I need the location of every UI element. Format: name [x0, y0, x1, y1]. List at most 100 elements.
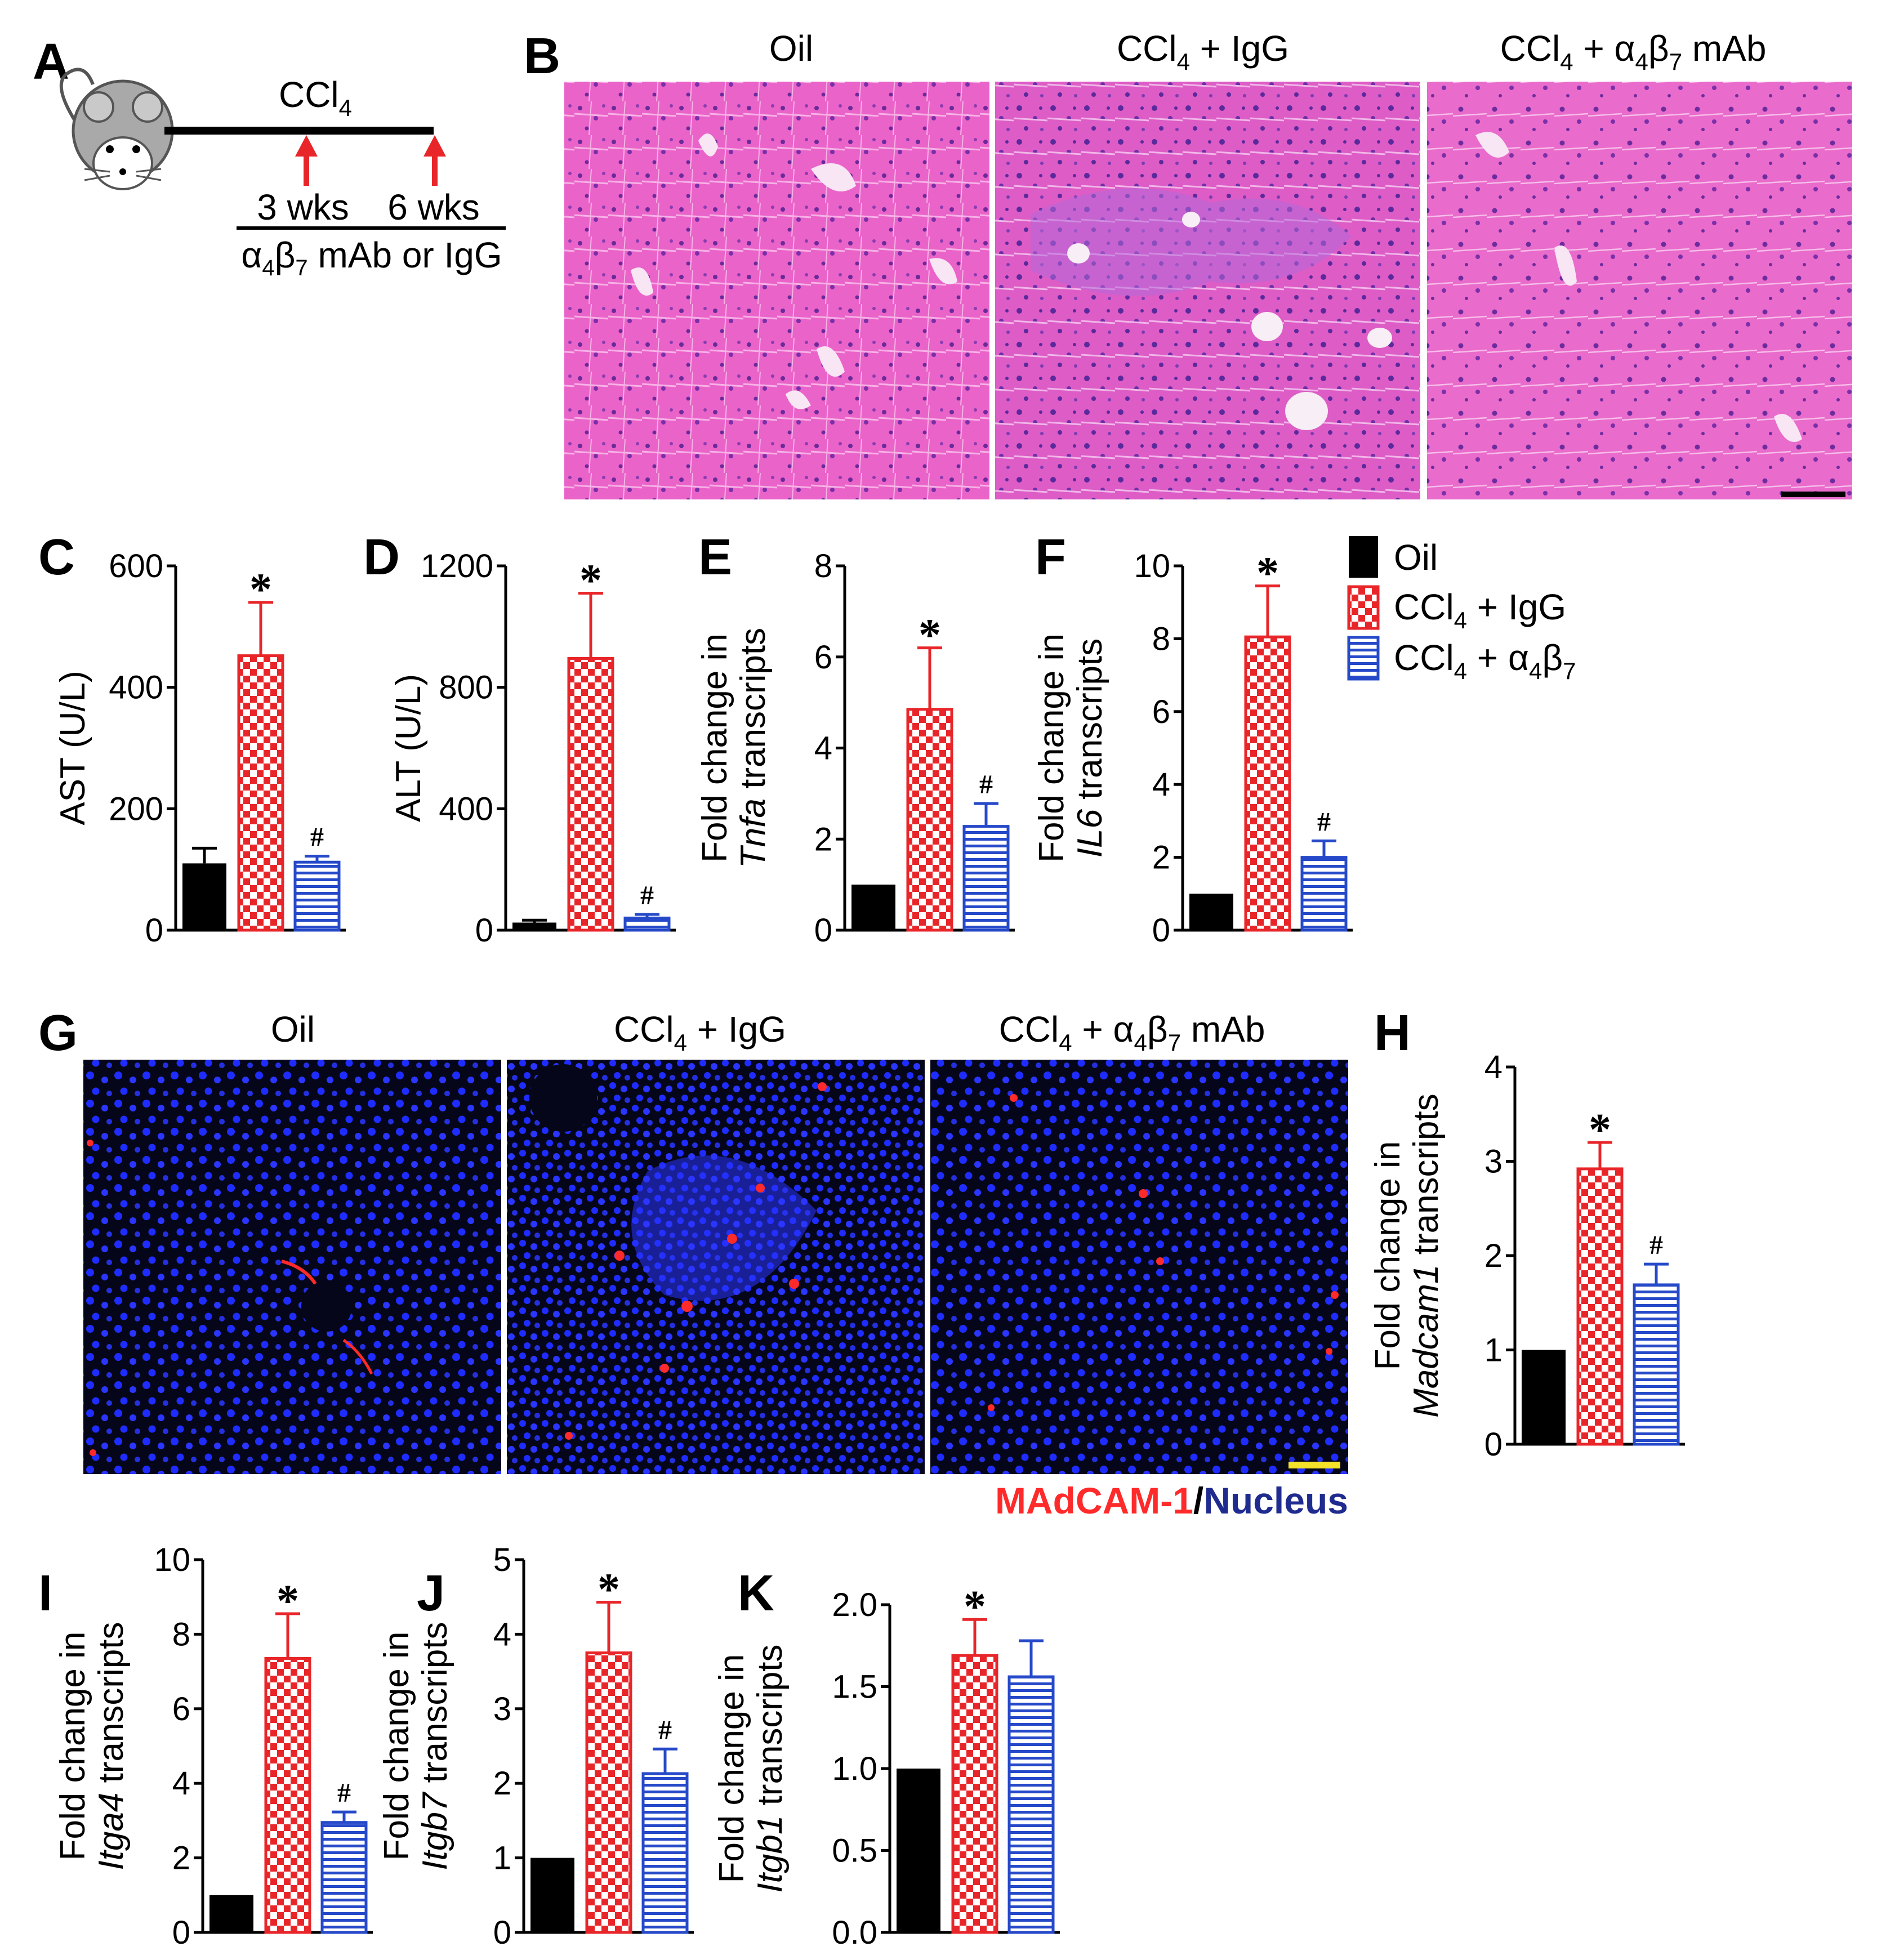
arrow-icon: [423, 135, 446, 186]
gene-name: Tnfa: [734, 798, 773, 868]
y-tick-label: 0: [814, 912, 832, 949]
bar-ccl4-ab: [1300, 856, 1348, 932]
bar-oil: [182, 863, 226, 930]
y-tick-label: 2: [172, 1840, 190, 1877]
he-title-oil: Oil: [769, 28, 813, 69]
gene-name: Itgb7: [416, 1791, 454, 1870]
significance-star: *: [598, 1565, 620, 1614]
if-title-oil: Oil: [271, 1009, 315, 1050]
y-tick-label: 1: [493, 1840, 511, 1877]
y-axis-label: ALT (U/L): [389, 674, 428, 822]
legend-swatch-oil: [1349, 536, 1378, 578]
y-tick-label: 6: [172, 1691, 190, 1727]
bar-ccl4-ab: [962, 825, 1010, 932]
gene-name: IL6: [1071, 809, 1109, 858]
y-axis-label: Fold change in: [53, 1632, 92, 1861]
y-axis-label-gene: Itgb7 transcripts: [416, 1622, 454, 1870]
bar-oil: [1189, 894, 1233, 930]
legend-swatch-igg: [1347, 585, 1380, 630]
chart-c-ast: 0 200 400 600 AST (U/L) * #: [53, 548, 346, 949]
y-axis-label: Fold change in: [377, 1632, 416, 1861]
y-tick-label: 2: [1152, 840, 1170, 876]
legend-label-igg: CCl4 + IgG: [1394, 587, 1566, 633]
significance-star: *: [249, 565, 272, 615]
y-tick-label: 4: [814, 730, 832, 767]
panel-label-j: J: [417, 1565, 445, 1622]
bar-ccl4-ab: [320, 1821, 368, 1934]
timepoint-3wks: 3 wks: [257, 187, 349, 227]
y-tick-label: 0.0: [832, 1914, 877, 1951]
y-tick-label: 2: [493, 1765, 511, 1802]
gene-name: Madcam1: [1407, 1264, 1446, 1417]
y-axis-label-gene: Itgb1 transcripts: [751, 1644, 790, 1892]
significance-star: *: [1589, 1105, 1611, 1155]
significance-star: *: [277, 1577, 299, 1626]
bar-oil: [1522, 1350, 1566, 1444]
treatment-label: CCl4: [279, 74, 352, 121]
bar-ccl4-ab: [1007, 1675, 1055, 1934]
significance-hash: #: [337, 1778, 351, 1808]
panel-label-i: I: [38, 1565, 52, 1622]
legend-swatch-ab: [1347, 636, 1380, 681]
y-axis-label-gene: Tnfa transcripts: [734, 628, 773, 868]
chart-h-madcam1: 0 1 2 3 4 Fold change in Madcam1 transcripts * #: [1368, 1049, 1685, 1463]
y-tick-label: 0: [1484, 1426, 1503, 1463]
if-image-ccl4-igg: [507, 1060, 925, 1474]
panel-label-b: B: [524, 28, 560, 84]
bar-ccl4-igg: [237, 654, 284, 932]
y-tick-label: 600: [109, 548, 163, 584]
significance-hash: #: [1317, 807, 1331, 837]
y-tick-label: 6: [814, 639, 832, 676]
timepoint-6wks: 6 wks: [387, 187, 480, 227]
y-axis-label: Fold change in: [1032, 633, 1071, 863]
y-tick-label: 6: [1152, 694, 1170, 730]
significance-hash: #: [640, 881, 654, 910]
y-tick-label: 1200: [421, 548, 493, 584]
bar-ccl4-igg: [906, 708, 953, 932]
panel-label-d: D: [363, 529, 400, 586]
y-axis-label-gene: IL6 transcripts: [1071, 639, 1109, 858]
panel-label-e: E: [698, 529, 732, 586]
y-tick-label: 5: [493, 1542, 511, 1578]
panel-label-k: K: [738, 1565, 774, 1622]
y-tick-label: 8: [814, 548, 832, 584]
y-tick-label: 8: [172, 1616, 190, 1653]
y-tick-label: 4: [1152, 766, 1170, 803]
y-tick-label: 2.0: [832, 1587, 877, 1623]
chart-k-itgb1: 0.0 0.5 1.0 1.5 2.0 Fold change in Itgb1 trans…: [712, 1582, 1060, 1951]
bar-ccl4-igg: [1244, 635, 1291, 932]
he-title-mab: CCl4 + α4β7 mAb: [1500, 28, 1767, 75]
chart-e-tnfa: 0 2 4 6 8 Fold change in Tnfa transcripts * #: [695, 548, 1015, 949]
y-tick-label: 4: [1484, 1049, 1503, 1086]
legend-label-ab: CCl4 + α4β7: [1394, 637, 1576, 684]
y-tick-label: 0: [145, 912, 163, 949]
bar-ccl4-igg: [567, 657, 614, 932]
y-axis-label-rest: transcripts: [1071, 639, 1109, 809]
bar-ccl4-ab: [293, 860, 341, 932]
significance-star: *: [1256, 549, 1279, 599]
significance-hash: #: [658, 1715, 672, 1745]
significance-star: *: [964, 1582, 986, 1632]
y-tick-label: 8: [1152, 620, 1170, 657]
significance-star: *: [579, 556, 602, 606]
y-axis-label-rest: transcripts: [416, 1622, 454, 1792]
y-tick-label: 2: [1484, 1238, 1503, 1274]
y-tick-label: 400: [109, 669, 163, 706]
y-tick-label: 0.5: [832, 1833, 877, 1869]
y-tick-label: 0: [493, 1914, 511, 1951]
bar-ccl4-ab: [1633, 1283, 1680, 1446]
bar-oil: [530, 1858, 574, 1932]
chart-j-itgb7: 0 1 2 3 4 5 Fold change in Itgb7 transcripts * #: [377, 1542, 694, 1951]
y-tick-label: 1.0: [832, 1751, 877, 1787]
if-title-mab: CCl4 + α4β7 mAb: [999, 1009, 1265, 1056]
y-axis-label-gene: Itga4 transcripts: [92, 1622, 131, 1870]
significance-hash: #: [979, 770, 993, 800]
gene-name: Itgb1: [751, 1815, 790, 1893]
mouse-icon: [59, 68, 174, 190]
scale-bar: [1781, 492, 1845, 497]
panel-label-g: G: [38, 1005, 78, 1061]
bar-ccl4-ab: [623, 916, 671, 932]
if-title-igg: CCl4 + IgG: [614, 1009, 786, 1056]
significance-hash: #: [310, 822, 324, 852]
y-axis-label: AST (U/L): [53, 671, 92, 825]
